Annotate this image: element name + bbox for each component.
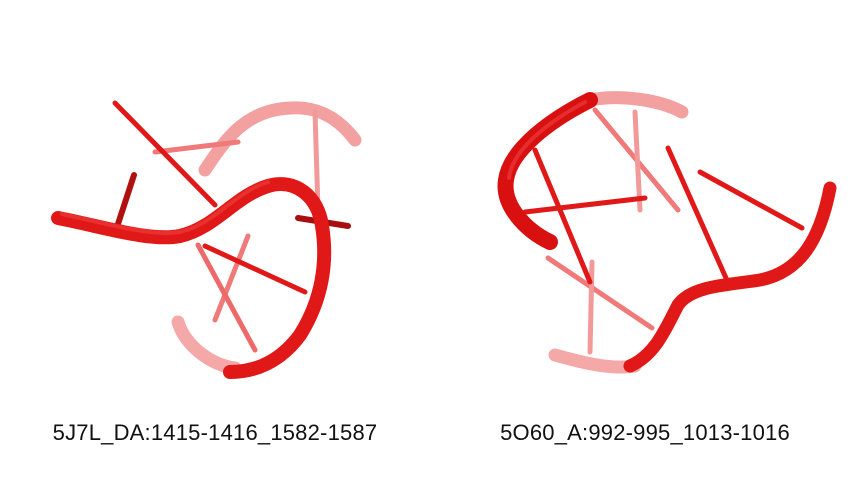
base-stick: [532, 147, 593, 285]
structure-label-left: 5J7L_DA:1415-1416_1582-1587: [52, 420, 378, 445]
backbone-back-lower-segment: [548, 348, 642, 374]
base-stick: [545, 255, 655, 331]
base-stick: [665, 145, 729, 281]
base-stick: [312, 109, 321, 213]
backbone-back-lower-segment: [171, 315, 242, 375]
base-stick: [202, 243, 308, 295]
structure-left-panel: [51, 100, 362, 379]
backbone-shading: [507, 100, 587, 180]
base-stick: [522, 195, 648, 215]
base-stick: [632, 109, 643, 213]
backbone-front-segment: [497, 92, 598, 250]
backbone-front-lower-segment: [623, 181, 837, 373]
backbone-back-segment: [583, 91, 689, 119]
base-stick: [152, 139, 241, 155]
base-stick: [112, 100, 218, 208]
base-stick: [195, 242, 258, 353]
structure-label-right: 5O60_A:992-995_1013-1016: [500, 420, 790, 445]
base-stick: [115, 172, 137, 227]
backbone-front-segment: [51, 177, 332, 379]
rna-structure-left: [51, 100, 362, 379]
base-stick: [212, 233, 251, 323]
backbone-shading: [60, 180, 270, 235]
backbone-back-segment: [198, 101, 362, 177]
base-stick: [697, 169, 805, 231]
structure-right-panel: [430, 0, 860, 480]
base-stick: [587, 259, 595, 355]
rna-structure-right: [497, 91, 837, 374]
